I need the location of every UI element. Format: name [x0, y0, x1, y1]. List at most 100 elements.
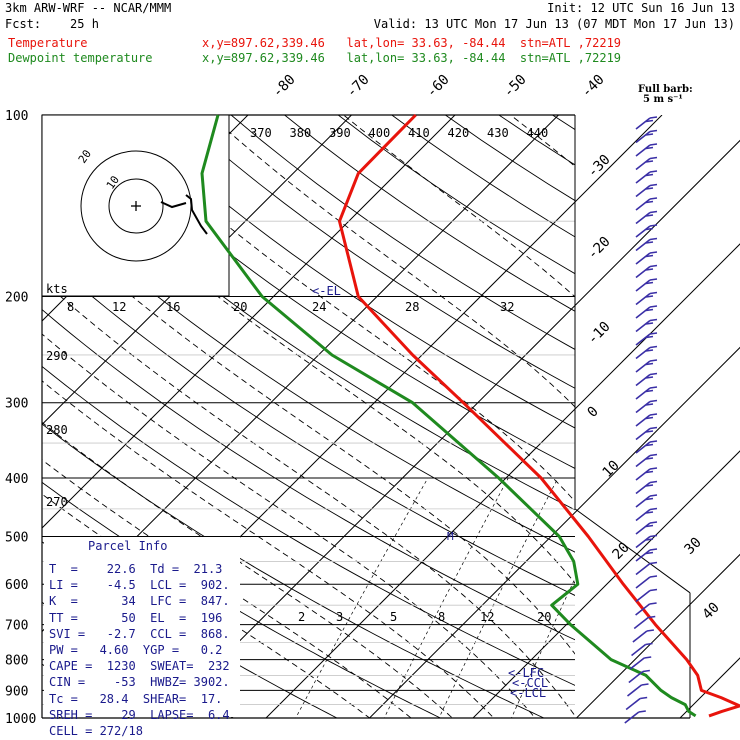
- isotherm-line: [575, 553, 740, 718]
- wind-barb: [645, 281, 654, 285]
- wind-barb: [635, 589, 651, 603]
- hodograph-ring: [108, 178, 164, 234]
- wind-barb: [649, 399, 658, 403]
- wind-barb: [635, 481, 651, 495]
- wind-barb: [645, 349, 654, 352]
- wind-barb: [633, 616, 649, 630]
- wind-barb: [635, 157, 651, 171]
- moist-adiabat: [42, 279, 575, 717]
- wind-barb: [649, 156, 658, 160]
- wind-barb: [649, 264, 658, 268]
- moist-adiabat: [209, 115, 575, 408]
- isotherm-tick-label: -70: [344, 72, 373, 101]
- parcel-row: CIN = -53 HWBZ= 3902.: [49, 675, 230, 690]
- wind-barb: [625, 697, 641, 711]
- wind-barb: [632, 630, 648, 643]
- pressure-tick-label: 1000: [5, 712, 36, 727]
- wind-barb: [624, 711, 640, 724]
- wind-barb: [645, 416, 654, 420]
- theta-e-label: 380: [290, 126, 312, 140]
- frame-diag: [574, 508, 691, 594]
- dry-adiabat: [177, 115, 575, 389]
- mixing-ratio-label: 2: [298, 610, 305, 624]
- moist-adiabat: [42, 333, 536, 718]
- wind-barb: [635, 171, 651, 184]
- wind-barb: [649, 291, 658, 295]
- dry-adiabat-label: 280: [46, 423, 68, 437]
- upper-temp-label: 28: [405, 300, 419, 314]
- isotherm-tick-label: -60: [424, 72, 453, 101]
- wind-barb: [649, 507, 658, 511]
- wind-barb: [645, 146, 654, 150]
- wind-barb: [645, 214, 654, 217]
- mixing-ratio-line: [725, 478, 740, 731]
- level-marker-el: <-EL: [312, 284, 341, 298]
- mixing-ratio-line: [438, 477, 559, 718]
- dry-adiabat: [42, 140, 575, 511]
- wind-barb: [649, 426, 658, 430]
- wind-barb: [645, 538, 654, 541]
- theta-e-label: 400: [369, 126, 391, 140]
- wind-barb: [645, 160, 654, 163]
- wind-barb: [635, 441, 651, 454]
- mixing-ratio-label: 3: [336, 610, 343, 624]
- isotherm-tick-label: 0: [585, 404, 602, 421]
- dry-adiabat-label: 290: [46, 349, 68, 363]
- wind-barb: [645, 335, 654, 339]
- upper-temp-label: 8: [67, 300, 74, 314]
- isotherm-line: [472, 450, 740, 718]
- upper-temp-label: 20: [233, 300, 247, 314]
- pressure-tick-label: 100: [5, 109, 28, 124]
- mixing-ratio-label: 12: [480, 610, 494, 624]
- wind-barb: [649, 588, 658, 592]
- parcel-row: K = 34 LFC = 847.: [49, 594, 230, 609]
- isotherm-tick-label: 30: [682, 535, 705, 558]
- wind-barb: [635, 522, 651, 535]
- wind-barb: [645, 642, 653, 646]
- pressure-tick-label: 700: [5, 619, 28, 634]
- wind-barb: [649, 467, 658, 470]
- wind-barb: [645, 497, 654, 501]
- parcel-row: SREH = 29 LAPSE= 6.4: [49, 707, 230, 722]
- wind-barb: [649, 494, 658, 497]
- pressure-tick-label: 900: [5, 684, 28, 699]
- wind-barb: [645, 187, 654, 190]
- wind-barb: [649, 170, 658, 173]
- wind-barb: [635, 279, 651, 292]
- pressure-tick-label: 300: [5, 397, 28, 412]
- parcel-row: PW = 4.60 YGP = 0.2: [49, 643, 223, 657]
- dewpoint-location: x,y=897.62,339.46 lat,lon= 33.63, -84.44…: [202, 51, 622, 65]
- dewpoint-profile: [200, 114, 697, 718]
- sounding-profiles: [200, 113, 740, 718]
- upper-temp-label: 24: [312, 300, 326, 314]
- isotherm-tick-label: -80: [270, 72, 299, 101]
- wind-barb: [645, 484, 654, 487]
- theta-e-label: 420: [448, 126, 470, 140]
- dry-adiabat: [0, 115, 47, 731]
- wind-barb: [645, 173, 654, 177]
- wind-barb: [635, 117, 651, 130]
- mixing-ratio-lines: [295, 477, 740, 731]
- pressure-tick-label: 600: [5, 578, 28, 593]
- pressure-tick-label: 800: [5, 654, 28, 669]
- isotherm-line: [265, 243, 740, 718]
- isotherm-line: [679, 657, 740, 718]
- dry-adiabat: [552, 115, 575, 131]
- wind-barb: [645, 362, 654, 366]
- dry-adiabat: [70, 115, 575, 469]
- wind-barb: [649, 453, 658, 457]
- wind-barb: [645, 308, 654, 312]
- isotherm-tick-label: -20: [585, 234, 614, 263]
- wind-key-title: Full barb:: [638, 84, 693, 95]
- wind-barb: [645, 133, 654, 136]
- wind-barb: [645, 295, 654, 298]
- theta-e-label: 430: [487, 126, 509, 140]
- isotherm-line: [0, 115, 41, 731]
- upper-temp-label: 32: [500, 300, 514, 314]
- wind-barb: [631, 643, 647, 657]
- model-title: 3km ARW-WRF -- NCAR/MMM: [5, 1, 172, 15]
- temperature-profile: [338, 113, 740, 718]
- wind-barb: [635, 144, 651, 157]
- dry-adiabat: [498, 115, 575, 166]
